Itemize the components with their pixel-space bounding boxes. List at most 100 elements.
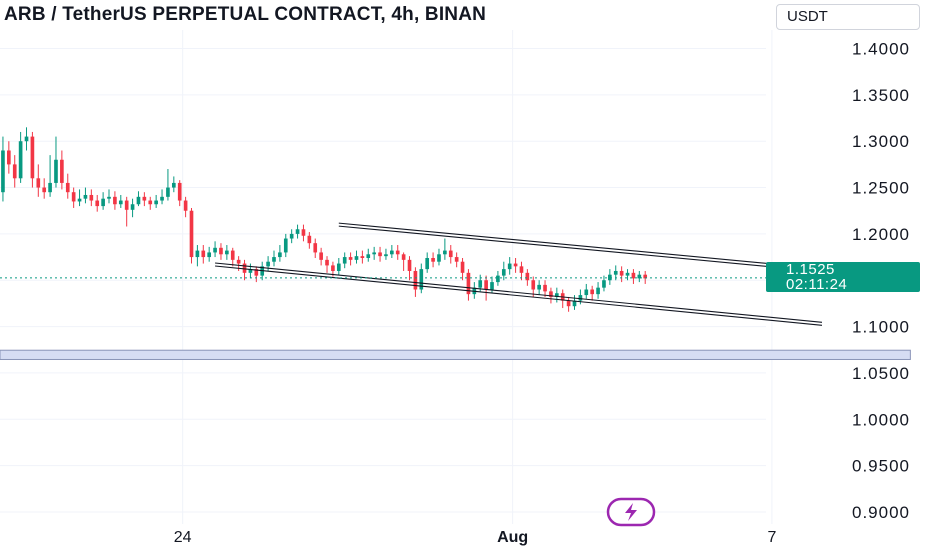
support-zone[interactable] [0,349,911,360]
candle [472,282,477,299]
candle [213,241,217,258]
candle-body [637,274,642,279]
candle-body [478,280,483,288]
candle [395,245,400,260]
candle-body [254,269,259,276]
candle [537,280,541,296]
candle-body [266,261,270,267]
candle [501,261,506,281]
candle [48,155,52,197]
candle-body [437,254,441,262]
candle [431,252,435,268]
support-zone-rect[interactable] [0,349,911,360]
currency-selector[interactable]: USDT [776,4,920,30]
candle-body [83,194,88,199]
candle [543,280,547,297]
candle-body [36,178,41,188]
candle [278,245,282,262]
candle-body [166,187,170,197]
candle [60,150,64,190]
candle-body [142,196,147,201]
candle [71,187,76,208]
candle-body [189,210,194,258]
candle [448,245,453,264]
candle [401,252,406,271]
time-axis[interactable]: 24 Aug 7 [174,529,777,546]
candle-body [342,257,347,264]
candlesticks [1,127,648,312]
candle-body [48,182,52,193]
candle [384,248,388,260]
candle-body [572,300,577,307]
candle-body [201,250,206,258]
candle-body [578,295,583,301]
candle [230,247,235,267]
candle-body [643,274,648,279]
channel-line[interactable] [215,262,823,326]
candle [560,289,565,309]
candle [36,164,41,197]
candle-body [549,291,553,297]
candle-body [24,136,29,142]
candle-body [113,196,117,205]
candle [307,232,312,249]
candle [443,238,447,260]
candle [372,246,376,260]
candle [466,269,471,301]
current-price-value: 1.1525 [786,261,835,278]
candle-body [466,272,471,295]
lightning-bolt-icon[interactable] [606,497,656,527]
candle-body [625,272,630,276]
candle [183,196,188,218]
candle [54,136,58,188]
candle [77,189,82,207]
candle-body [195,250,200,258]
price-axis-tick-label: 1.1000 [852,318,910,337]
candle [608,269,612,285]
time-axis-tick-label: 7 [767,529,776,546]
candle-body [448,250,453,258]
candle-body [590,289,595,295]
candle-body [213,247,217,253]
candle-body [177,182,182,201]
time-axis-tick-label: Aug [497,529,528,546]
candle [496,270,500,286]
candle-body [384,254,388,257]
candle [295,224,300,239]
candle [596,282,600,299]
chart-title: ARB / TetherUS PERPETUAL CONTRACT, 4h, B… [4,4,487,25]
candle-body [295,229,300,234]
candle [602,275,606,292]
candle [507,257,512,275]
candle [289,229,294,244]
time-axis-tick-label: 24 [174,529,192,546]
channel-line-upper-stroke [215,262,823,323]
candle-body [460,261,465,273]
candle-body [419,269,424,290]
candle-body [484,280,488,290]
candle [160,189,164,205]
candle-body [154,200,158,205]
candle-body [501,269,506,276]
candle-body [307,235,312,244]
candle-body [248,269,253,273]
candle-body [366,254,371,258]
candle [390,245,394,258]
candle [348,252,353,266]
candle-body [584,289,589,296]
candle-body [313,243,318,253]
candle [360,250,365,264]
price-axis-tick-label: 1.2500 [852,179,910,198]
candle-body [537,284,541,290]
candle-body [225,250,229,255]
candle-body [513,263,518,267]
price-axis-tick-label: 1.0500 [852,364,910,383]
candle-body [289,233,294,239]
candle-body [60,159,64,183]
candle [83,187,88,204]
candle-body [207,252,212,258]
candle-body [331,265,335,271]
price-axis-tick-label: 0.9500 [852,457,910,476]
candle-body [507,263,512,270]
